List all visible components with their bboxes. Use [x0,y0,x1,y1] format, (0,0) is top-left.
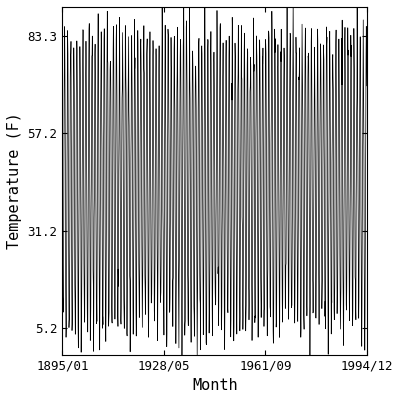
X-axis label: Month: Month [192,378,238,393]
Y-axis label: Temperature (F): Temperature (F) [7,112,22,249]
